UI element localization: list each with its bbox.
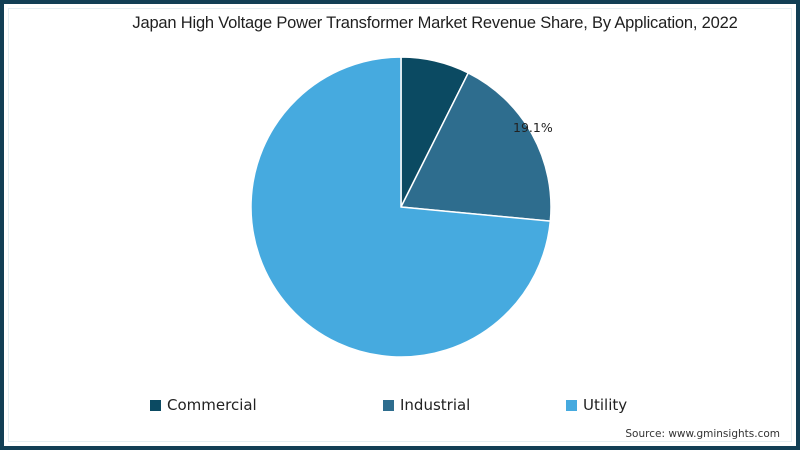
- legend-label: Utility: [583, 396, 628, 414]
- legend-item-industrial: Industrial: [383, 396, 470, 414]
- pie-slice-utility: [250, 56, 552, 358]
- data-label-industrial: 19.1%: [513, 120, 553, 135]
- source-note: Source: www.gminsights.com: [625, 428, 780, 440]
- pie-slice-industrial: [399, 71, 552, 222]
- legend-item-utility: Utility: [566, 396, 627, 414]
- chart-title: Japan High Voltage Power Transformer Mar…: [132, 14, 738, 32]
- legend-swatch-commercial: [150, 399, 161, 411]
- legend-item-commercial: Commercial: [150, 396, 257, 414]
- legend-swatch-industrial: [383, 399, 394, 411]
- legend-label: Industrial: [400, 396, 471, 414]
- inner-border: [8, 8, 792, 442]
- legend-swatch-utility: [566, 399, 577, 411]
- legend-label: Commercial: [167, 396, 257, 414]
